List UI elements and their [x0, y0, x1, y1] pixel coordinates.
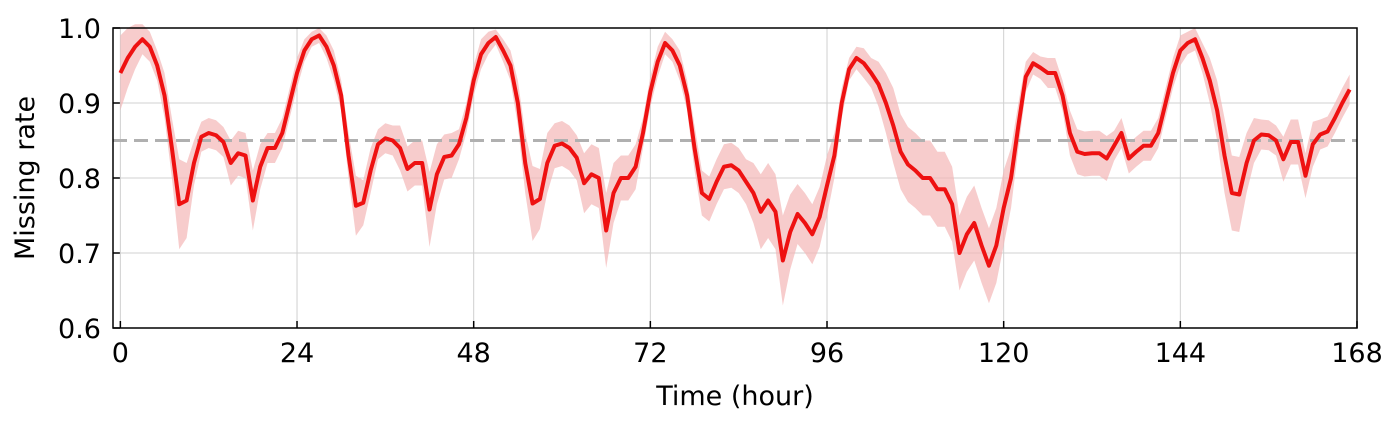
x-tick-label: 48: [457, 338, 491, 369]
x-tick-label: 72: [633, 338, 667, 369]
x-tick-label: 120: [978, 338, 1030, 369]
y-axis-label: Missing rate: [10, 96, 41, 260]
line: [118, 33, 1352, 268]
y-tick-label: 0.7: [58, 239, 101, 270]
error-band: [120, 24, 1350, 306]
x-tick-label: 0: [112, 338, 129, 369]
y-tick-label: 0.6: [58, 314, 101, 345]
y-tick-label: 1.0: [58, 14, 101, 45]
x-tick-label: 96: [810, 338, 844, 369]
plot-frame: [112, 27, 1358, 329]
x-tick-label: 24: [280, 338, 314, 369]
y-tick-label: 0.8: [58, 164, 101, 195]
x-axis-label: Time (hour): [655, 381, 814, 412]
x-tick-label: 144: [1155, 338, 1207, 369]
y-tick-label: 0.9: [58, 89, 101, 120]
x-tick-label: 168: [1331, 338, 1383, 369]
